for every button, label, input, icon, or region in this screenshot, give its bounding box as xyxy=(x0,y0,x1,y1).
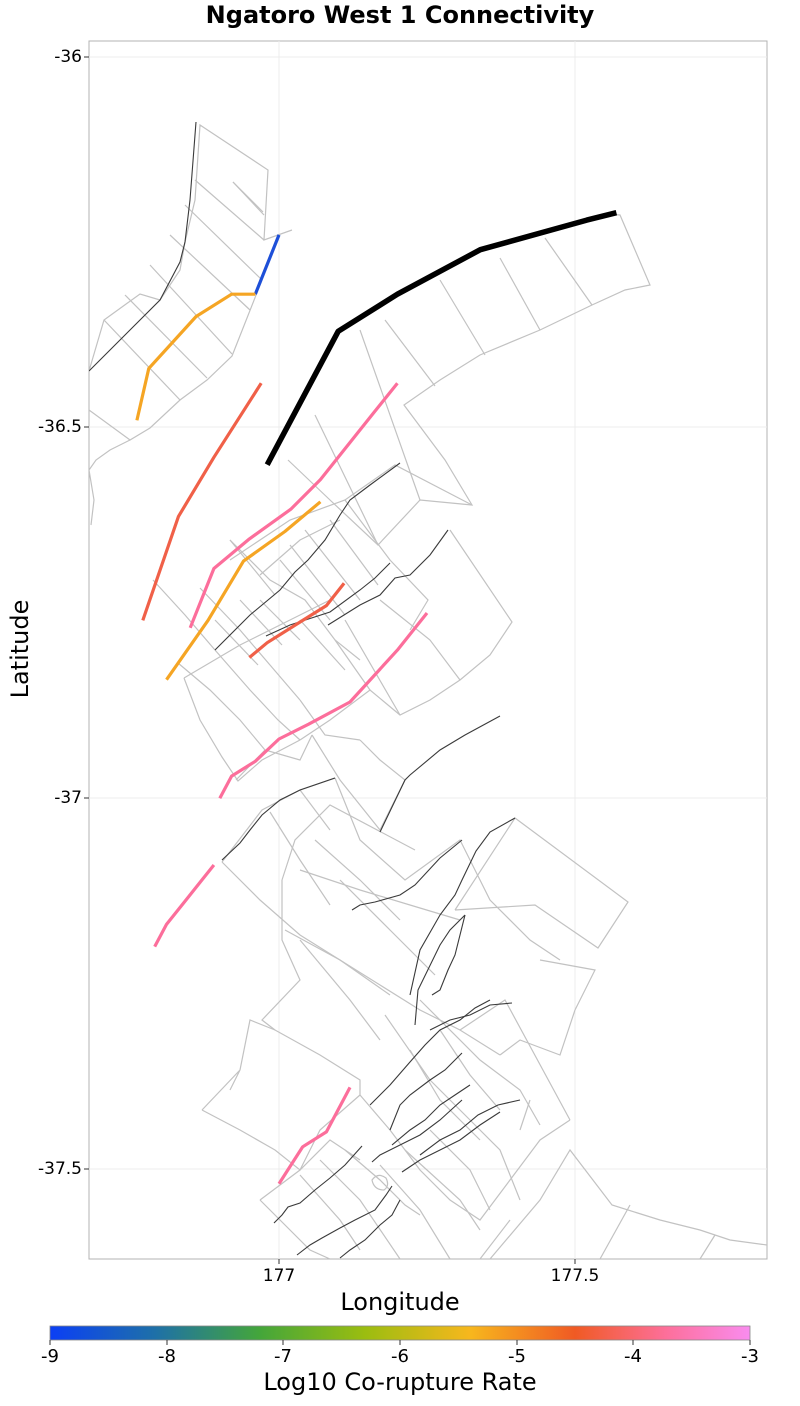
target-fault xyxy=(264,210,618,466)
colorbar-label: Log10 Co-rupture Rate xyxy=(263,1368,537,1396)
target-fault-trace xyxy=(264,210,618,466)
x-tick-label: 177.5 xyxy=(550,1266,600,1286)
plot-panel xyxy=(88,40,768,1260)
corupture-fault-trace xyxy=(248,582,346,659)
colorbar-tick-label: -8 xyxy=(158,1346,176,1367)
gridlines xyxy=(89,41,767,1259)
corupture-fault-trace xyxy=(253,234,281,295)
corupture-fault-trace xyxy=(277,1086,352,1185)
colorbar-tick-label: -6 xyxy=(391,1346,409,1367)
colorbar-tick-label: -3 xyxy=(741,1346,759,1367)
map-title: Ngatoro West 1 Connectivity xyxy=(205,1,595,29)
fault-traces xyxy=(89,121,521,1259)
corupture-fault-trace xyxy=(153,864,216,948)
colorbar-ticks xyxy=(49,1340,751,1345)
y-tick-label: -37 xyxy=(54,788,82,808)
colorbar-tick-label: -9 xyxy=(41,1346,59,1367)
x-tick-label: 177 xyxy=(262,1266,296,1286)
y-tick-label: -36 xyxy=(54,47,82,67)
corupture-faults xyxy=(135,234,429,1185)
colorbar-gradient xyxy=(49,1325,751,1341)
corupture-fault-trace xyxy=(165,500,322,681)
corupture-fault-trace xyxy=(135,292,256,421)
axis-ticks xyxy=(84,56,576,1264)
y-tick-label: -36.5 xyxy=(38,417,82,437)
corupture-fault-trace xyxy=(141,382,263,621)
x-axis-label: Longitude xyxy=(340,1288,460,1316)
corupture-fault-trace xyxy=(218,612,429,800)
y-tick-label: -37.5 xyxy=(38,1159,82,1179)
colorbar-tick-label: -7 xyxy=(274,1346,292,1367)
colorbar-tick-label: -5 xyxy=(508,1346,526,1367)
colorbar-tick-label: -4 xyxy=(624,1346,642,1367)
y-axis-label: Latitude xyxy=(6,599,34,699)
corupture-fault-trace xyxy=(188,382,399,629)
